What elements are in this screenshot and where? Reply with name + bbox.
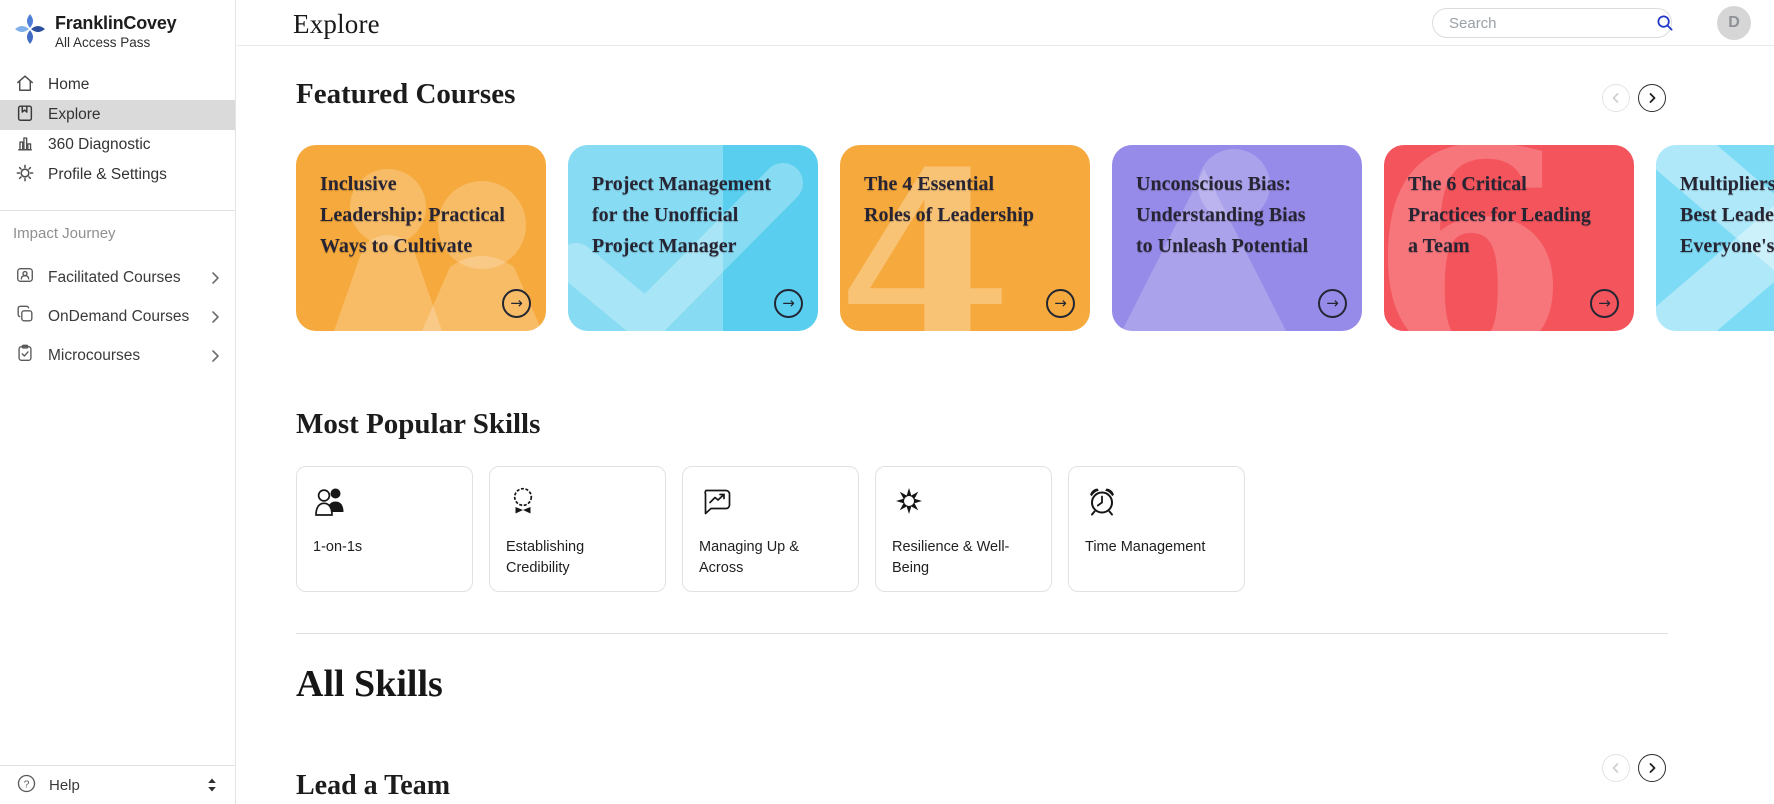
sun-icon: [892, 488, 926, 523]
expand-collapse-icon: [205, 776, 219, 794]
help-label: Help: [49, 776, 80, 794]
clipboard-check-icon: [15, 343, 35, 368]
skill-label: Time Management: [1085, 539, 1206, 555]
open-course-arrow-button[interactable]: →: [774, 289, 803, 318]
user-avatar[interactable]: D: [1717, 6, 1751, 40]
person-card-icon: [15, 265, 35, 290]
open-course-arrow-button[interactable]: →: [502, 289, 531, 318]
course-title: Inclusive Leadership: Practical Ways to …: [320, 173, 505, 257]
course-title: The 4 Essential Roles of Leadership: [864, 173, 1034, 226]
sidebar: FranklinCovey All Access Pass Home Explo…: [0, 0, 236, 804]
people-icon: [313, 488, 347, 523]
skill-card-resilience-well-being[interactable]: Resilience & Well-Being: [875, 466, 1052, 592]
course-title: Project Management for the Unofficial Pr…: [592, 173, 772, 257]
search-input[interactable]: [1433, 14, 1656, 32]
page-title: Explore: [293, 9, 380, 39]
skill-label: Establishing Credibility: [506, 539, 585, 577]
open-course-arrow-button[interactable]: →: [1590, 289, 1619, 318]
brand: FranklinCovey All Access Pass: [0, 0, 235, 50]
carousel-next-button[interactable]: [1638, 84, 1666, 112]
brand-name: FranklinCovey: [55, 13, 177, 33]
course-card[interactable]: Project Management for the Unofficial Pr…: [568, 145, 818, 331]
digit-6-watermark: 6: [1384, 145, 1569, 331]
sidebar-item-label: Facilitated Courses: [48, 268, 181, 286]
chevron-right-icon: [211, 349, 220, 363]
all-skills-heading: All Skills: [296, 663, 443, 705]
skill-label: 1-on-1s: [313, 539, 363, 555]
impact-journey-nav: Facilitated Courses OnDemand Courses: [0, 258, 235, 375]
digit-4-watermark: 4: [840, 145, 1012, 331]
course-card[interactable]: 6 The 6 Critical Practices for Leading a…: [1384, 145, 1634, 331]
skill-label: Resilience & Well-Being: [892, 539, 1010, 577]
franklincovey-logo-icon: [14, 13, 46, 50]
checkmark-watermark: [568, 145, 818, 331]
course-title: The 6 Critical Practices for Leading a T…: [1408, 173, 1591, 257]
chevron-right-icon: [211, 271, 220, 285]
sidebar-item-ondemand-courses[interactable]: OnDemand Courses: [0, 297, 235, 336]
sidebar-item-facilitated-courses[interactable]: Facilitated Courses: [0, 258, 235, 297]
course-card[interactable]: Multipliers: How the Best Leaders Ignite…: [1656, 145, 1774, 331]
chevron-right-icon: [211, 310, 220, 324]
skill-card-managing-up-across[interactable]: Managing Up & Across: [682, 466, 859, 592]
stacked-copies-icon: [15, 304, 35, 329]
featured-carousel-controls: [1602, 84, 1666, 112]
carousel-prev-button[interactable]: [1602, 754, 1630, 782]
course-card[interactable]: 4 The 4 Essential Roles of Leadership →: [840, 145, 1090, 331]
abstract-shapes-watermark: [1112, 145, 1362, 331]
alarm-clock-icon: [1085, 488, 1119, 523]
sidebar-item-home[interactable]: Home: [0, 70, 235, 100]
search-icon[interactable]: [1656, 14, 1674, 32]
sidebar-item-profile-settings[interactable]: Profile & Settings: [0, 160, 235, 190]
top-bar: Explore D: [237, 0, 1774, 46]
primary-nav: Home Explore 360 Diagnostic: [0, 70, 235, 190]
sidebar-item-label: OnDemand Courses: [48, 307, 190, 325]
sidebar-divider: [0, 210, 235, 211]
light-panel-watermark: [568, 145, 723, 331]
skill-label: Managing Up & Across: [699, 539, 799, 577]
sidebar-item-label: Explore: [48, 106, 101, 123]
search-bar: [1432, 8, 1674, 38]
bar-chart-icon: [15, 133, 35, 158]
popular-skills-row: 1-on-1s Establishing Credibility Managin…: [296, 466, 1245, 592]
skill-card-establishing-credibility[interactable]: Establishing Credibility: [489, 466, 666, 592]
sidebar-item-microcourses[interactable]: Microcourses: [0, 336, 235, 375]
sidebar-item-label: Home: [48, 76, 90, 93]
award-badge-icon: [506, 487, 540, 523]
svg-text:?: ?: [24, 778, 30, 790]
most-popular-skills-heading: Most Popular Skills: [296, 408, 541, 440]
course-card[interactable]: Unconscious Bias: Understanding Bias to …: [1112, 145, 1362, 331]
brand-subtitle: All Access Pass: [55, 35, 151, 50]
open-course-arrow-button[interactable]: →: [1318, 289, 1347, 318]
sidebar-item-label: 360 Diagnostic: [48, 136, 151, 153]
sidebar-item-label: Profile & Settings: [48, 166, 167, 183]
course-title: Multipliers: How the Best Leaders Ignite…: [1680, 173, 1774, 257]
all-skills-carousel-controls: [1602, 754, 1666, 782]
help-question-icon: ?: [16, 773, 37, 798]
featured-courses-row: Inclusive Leadership: Practical Ways to …: [296, 145, 1774, 335]
impact-journey-label: Impact Journey: [13, 225, 116, 242]
carousel-next-button[interactable]: [1638, 754, 1666, 782]
lead-a-team-heading: Lead a Team: [296, 770, 451, 801]
open-course-arrow-button[interactable]: →: [1046, 289, 1075, 318]
section-divider: [296, 633, 1668, 634]
skill-card-time-management[interactable]: Time Management: [1068, 466, 1245, 592]
help-button[interactable]: ? Help: [0, 765, 235, 804]
x-shape-watermark: [1656, 145, 1774, 331]
chat-trend-icon: [699, 489, 733, 523]
course-title: Unconscious Bias: Understanding Bias to …: [1136, 173, 1309, 257]
sidebar-item-explore[interactable]: Explore: [0, 100, 235, 130]
home-icon: [15, 73, 35, 98]
sidebar-item-360-diagnostic[interactable]: 360 Diagnostic: [0, 130, 235, 160]
course-card[interactable]: Inclusive Leadership: Practical Ways to …: [296, 145, 546, 331]
skill-card-1-on-1s[interactable]: 1-on-1s: [296, 466, 473, 592]
carousel-prev-button[interactable]: [1602, 84, 1630, 112]
explore-book-icon: [15, 103, 35, 128]
featured-courses-heading: Featured Courses: [296, 78, 516, 110]
gear-icon: [15, 163, 35, 188]
sidebar-item-label: Microcourses: [48, 346, 141, 364]
